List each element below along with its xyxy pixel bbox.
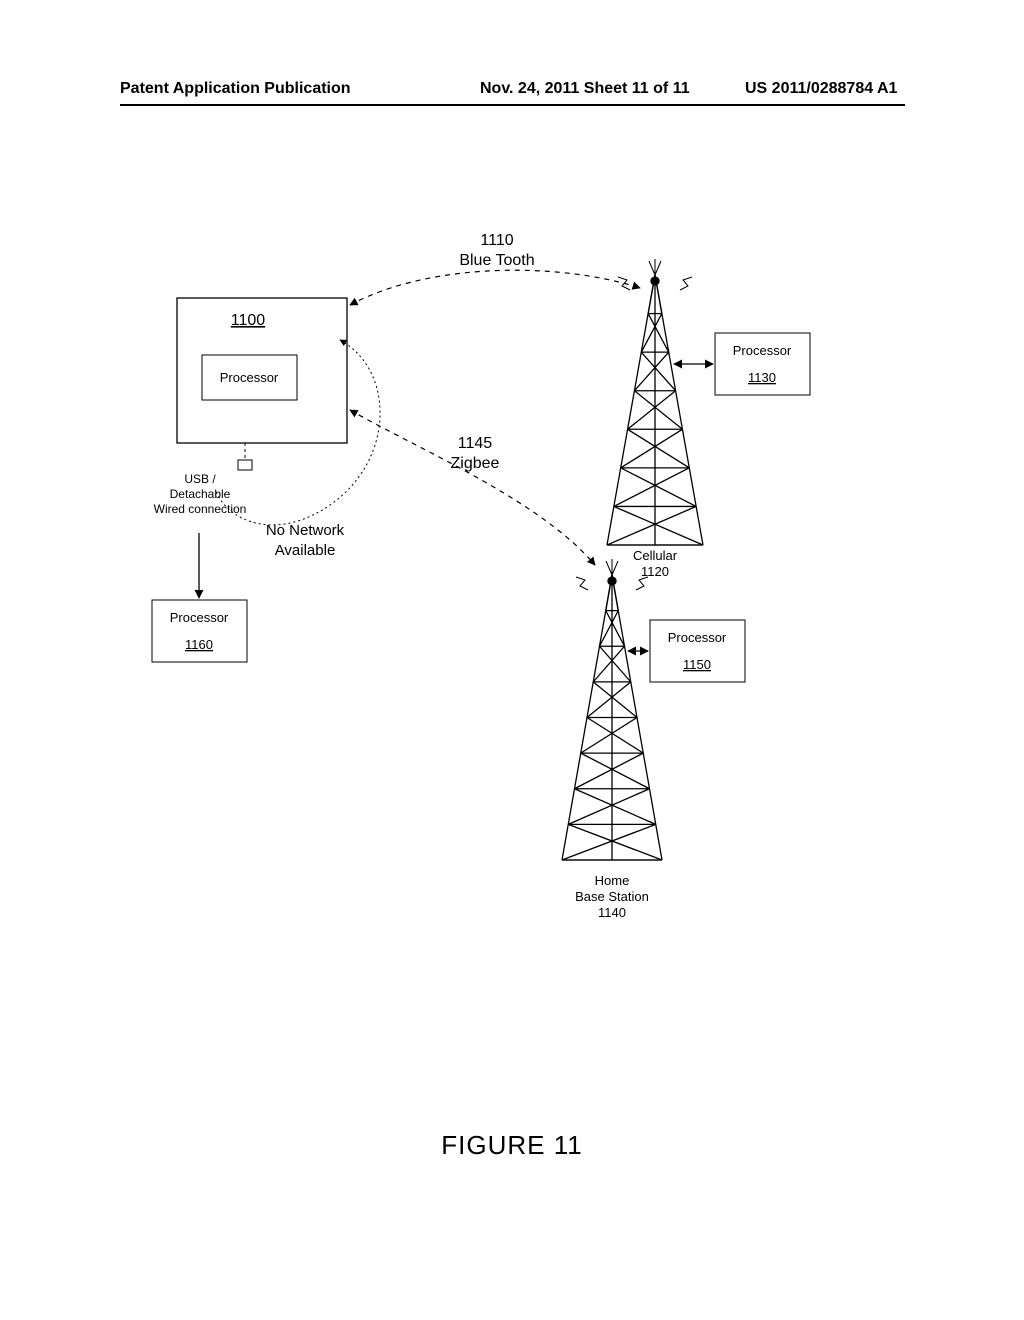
usb-label-2: Detachable [170, 487, 231, 501]
tower-cellular [607, 275, 703, 545]
usb-label-3: Wired connection [154, 502, 247, 516]
usb-connector [238, 460, 252, 470]
zigbee-link [350, 410, 595, 565]
box-1100: 1100 Processor [177, 298, 347, 443]
bluetooth-txt: Blue Tooth [459, 252, 534, 269]
usb-label-1: USB / [184, 472, 216, 486]
zigbee-txt: Zigbee [451, 455, 500, 472]
cellular-num: 1120 [641, 564, 669, 579]
cellular-txt: Cellular [633, 548, 678, 563]
diagram-svg: 1100 Processor Processor 1130 Processor … [0, 0, 1024, 1320]
proc-1130-num: 1130 [748, 370, 776, 385]
box-1130: Processor 1130 [715, 333, 810, 395]
home-3: 1140 [598, 905, 626, 920]
home-1: Home [595, 873, 630, 888]
proc-1160-label: Processor [170, 610, 229, 625]
proc-1160-num: 1160 [185, 637, 213, 652]
box-1100-inner-label: Processor [220, 370, 279, 385]
bluetooth-link [350, 270, 640, 305]
box-1150: Processor 1150 [650, 620, 745, 682]
box-1160: Processor 1160 [152, 600, 247, 662]
zigbee-num: 1145 [458, 435, 493, 452]
figure-label: FIGURE 11 [0, 1130, 1024, 1161]
no-network-1: No Network [266, 522, 345, 539]
no-network-loop [215, 340, 380, 525]
bluetooth-num: 1110 [480, 232, 513, 249]
proc-1130-label: Processor [733, 343, 792, 358]
proc-1150-num: 1150 [683, 657, 711, 672]
box-1100-title: 1100 [231, 312, 266, 329]
home-2: Base Station [575, 889, 649, 904]
proc-1150-label: Processor [668, 630, 727, 645]
no-network-2: Available [275, 542, 336, 559]
tower-home-base [562, 575, 662, 860]
